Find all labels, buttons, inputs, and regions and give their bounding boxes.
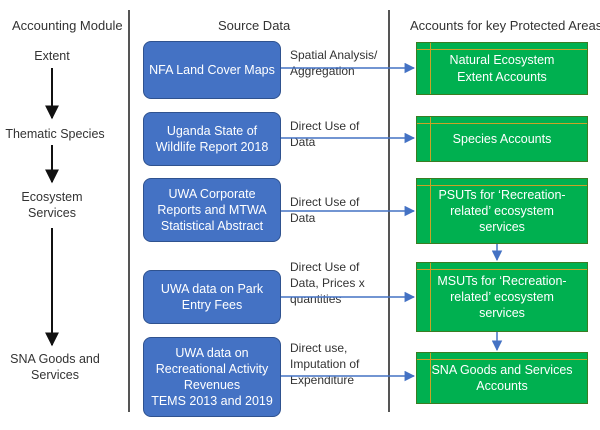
link-label-3: Direct Use of Data (290, 195, 360, 226)
account-psuts: PSUTs for ‘Recreation- related’ ecosyste… (416, 178, 588, 244)
module-sna-goods-services: SNA Goods and Services (10, 352, 100, 382)
module-extent: Extent (34, 49, 70, 63)
module-ecosystem-services: Ecosystem Services (21, 190, 83, 220)
account-species-label: Species Accounts (452, 131, 552, 146)
account-msuts: MSUTs for ‘Recreation- related’ ecosyste… (416, 262, 588, 332)
source-nfa-land-cover-maps: NFA Land Cover Maps (143, 41, 281, 99)
header-accounts: Accounts for key Protected Areas (410, 18, 600, 33)
link-label-4: Direct Use of Data, Prices x quantities (290, 260, 365, 307)
account-msuts-label: MSUTs for ‘Recreation- related’ ecosyste… (437, 273, 567, 321)
module-thematic-species: Thematic Species (5, 127, 105, 141)
account-psuts-label: PSUTs for ‘Recreation- related’ ecosyste… (438, 187, 566, 235)
account-sna-goods-services-label: SNA Goods and Services Accounts (431, 362, 573, 393)
account-species: Species Accounts (416, 116, 588, 162)
divider-left (128, 10, 130, 412)
source-uwa-park-entry-fees: UWA data on Park Entry Fees (143, 270, 281, 324)
account-ecosystem-extent: Natural Ecosystem Extent Accounts (416, 42, 588, 95)
source-uganda-wildlife-report: Uganda State of Wildlife Report 2018 (143, 112, 281, 166)
account-sna-goods-services: SNA Goods and Services Accounts (416, 352, 588, 404)
account-ecosystem-extent-label: Natural Ecosystem Extent Accounts (449, 53, 555, 84)
header-source-data: Source Data (218, 18, 291, 33)
link-label-5: Direct use, Imputation of Expenditure (290, 341, 360, 388)
source-uwa-corporate-reports: UWA Corporate Reports and MTWA Statistic… (143, 178, 281, 242)
source-uwa-recreational-revenues: UWA data on Recreational Activity Revenu… (143, 337, 281, 417)
header-accounting-module: Accounting Module (12, 18, 123, 33)
